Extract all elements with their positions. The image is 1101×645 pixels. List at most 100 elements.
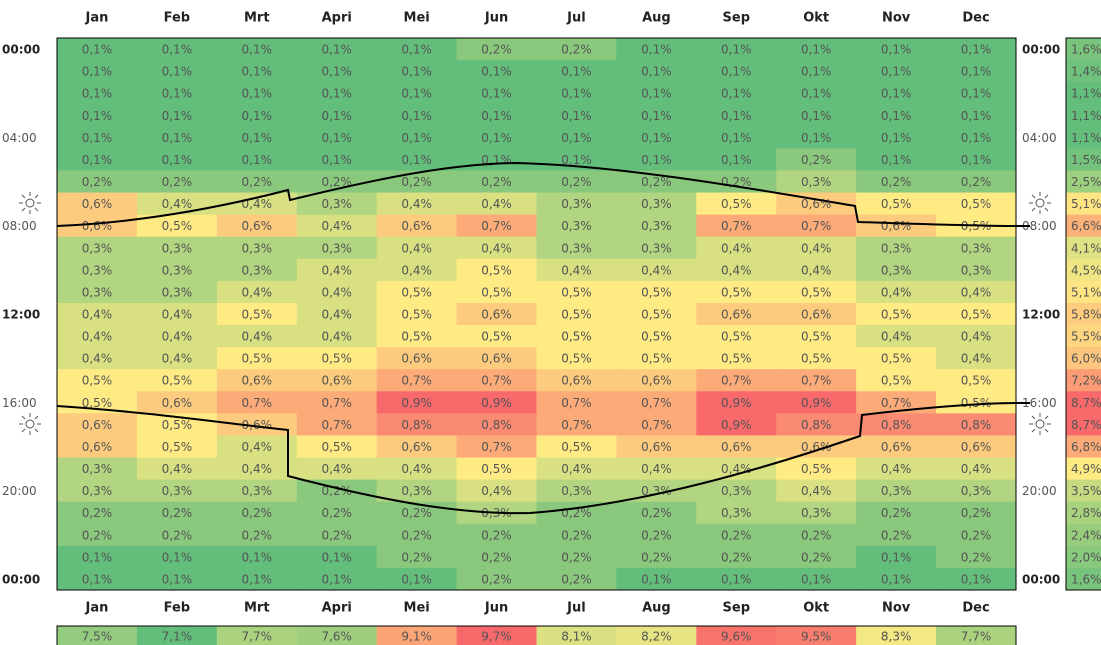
heat-cell <box>57 82 138 105</box>
cell-label: 0,6% <box>721 440 752 454</box>
heat-cell <box>536 302 617 326</box>
sunrise-line <box>56 161 1030 227</box>
column-total-cell <box>296 626 378 645</box>
cell-label: 0,1% <box>401 65 432 79</box>
heat-cell <box>536 258 617 282</box>
row-total-cell <box>1066 104 1101 127</box>
heat-cell <box>57 192 138 216</box>
column-header: Mrt <box>244 601 270 616</box>
cell-label: 0,1% <box>242 550 273 564</box>
cell-label: 0,5% <box>242 352 273 366</box>
heat-cell <box>616 435 697 459</box>
column-total-label: 9,7% <box>481 630 512 644</box>
heat-cell <box>57 435 138 459</box>
column-header: Nov <box>882 11 911 26</box>
cell-label: 0,4% <box>82 330 113 344</box>
cell-label: 0,2% <box>321 528 352 542</box>
heat-cell <box>776 192 857 216</box>
heat-cell <box>296 501 378 525</box>
cell-label: 0,4% <box>321 219 352 233</box>
cell-label: 0,7% <box>721 219 752 233</box>
sunrise-icon <box>18 191 42 215</box>
cell-label: 0,2% <box>801 153 832 167</box>
cell-label: 0,5% <box>881 352 912 366</box>
cell-label: 0,1% <box>162 131 193 145</box>
cell-label: 0,1% <box>481 131 512 145</box>
row-total-label: 5,5% <box>1071 330 1101 344</box>
cell-label: 0,5% <box>721 197 752 211</box>
heat-cell <box>536 236 617 260</box>
heat-cell <box>776 413 857 436</box>
cell-label: 0,2% <box>961 528 992 542</box>
cell-label: 0,4% <box>162 197 193 211</box>
heat-cell <box>376 523 458 547</box>
cell-label: 0,6% <box>881 440 912 454</box>
cell-label: 0,1% <box>321 87 352 101</box>
row-total-label: 1,1% <box>1071 131 1101 145</box>
cell-label: 0,3% <box>561 219 592 233</box>
row-label: 08:00 <box>1022 219 1057 233</box>
cell-label: 0,1% <box>561 131 592 145</box>
heat-cell <box>376 236 458 260</box>
heat-cell <box>536 567 617 591</box>
cell-label: 0,5% <box>961 374 992 388</box>
heat-cell <box>57 236 138 260</box>
heat-cell <box>696 479 777 503</box>
heat-cell <box>616 104 697 127</box>
cell-label: 0,8% <box>801 418 832 432</box>
row-label: 20:00 <box>1022 484 1057 498</box>
heat-cell <box>696 38 777 61</box>
cell-label: 0,4% <box>881 462 912 476</box>
cell-label: 0,1% <box>641 109 672 123</box>
heat-cell <box>616 170 697 194</box>
cell-label: 0,5% <box>242 308 273 322</box>
row-total-cell <box>1066 413 1101 436</box>
cell-label: 0,4% <box>162 352 193 366</box>
cell-label: 0,6% <box>481 352 512 366</box>
heat-cell <box>376 280 458 304</box>
row-label: 00:00 <box>2 572 40 586</box>
cell-label: 0,2% <box>961 506 992 520</box>
column-total-label: 9,6% <box>721 630 752 644</box>
row-total-cell <box>1066 523 1101 547</box>
cell-label: 0,4% <box>162 330 193 344</box>
cell-label: 0,4% <box>162 308 193 322</box>
heat-cell <box>536 435 617 459</box>
column-total-cell <box>456 626 537 645</box>
heat-cell <box>376 38 458 61</box>
column-total-cell <box>856 626 937 645</box>
heat-cell <box>616 413 697 436</box>
heat-cell <box>216 60 298 83</box>
cell-label: 0,2% <box>641 528 672 542</box>
row-label: 04:00 <box>2 131 37 145</box>
heat-cell <box>57 545 138 569</box>
cell-label: 0,5% <box>721 285 752 299</box>
heat-cell <box>696 236 777 260</box>
cell-label: 0,3% <box>242 241 273 255</box>
heat-cell <box>216 280 298 304</box>
cell-label: 0,4% <box>242 330 273 344</box>
cell-label: 0,3% <box>561 484 592 498</box>
row-total-label: 2,0% <box>1071 550 1101 564</box>
row-total-label: 1,1% <box>1071 109 1101 123</box>
heat-cell <box>136 126 218 149</box>
heat-cell <box>136 170 218 194</box>
column-header: Jun <box>484 11 508 26</box>
heat-cell <box>216 38 298 61</box>
cell-label: 0,9% <box>401 396 432 410</box>
heat-cell <box>216 192 298 216</box>
cell-label: 0,2% <box>82 506 113 520</box>
cell-label: 0,1% <box>881 87 912 101</box>
heat-cell <box>696 369 777 392</box>
cell-label: 0,5% <box>321 440 352 454</box>
cell-label: 0,7% <box>641 396 672 410</box>
heat-cell <box>536 192 617 216</box>
cell-label: 0,5% <box>162 374 193 388</box>
heat-cell <box>57 413 138 436</box>
cell-label: 0,4% <box>481 484 512 498</box>
heat-cell <box>456 192 537 216</box>
heat-cell <box>696 148 777 171</box>
cell-label: 0,1% <box>881 65 912 79</box>
cell-label: 0,7% <box>481 219 512 233</box>
heat-cell <box>616 60 697 83</box>
